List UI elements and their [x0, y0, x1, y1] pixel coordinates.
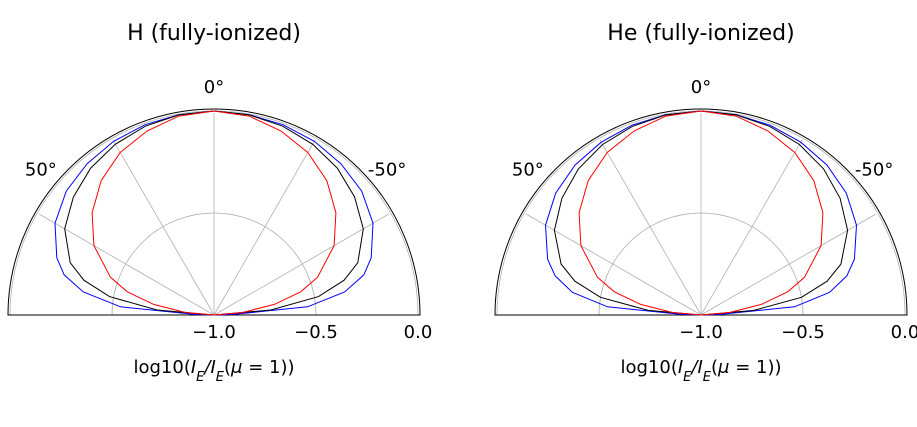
series-line-2 — [91, 110, 337, 316]
axis-label-part: I — [210, 357, 215, 378]
theta-gridline — [525, 213, 702, 316]
theta-gridline — [700, 213, 877, 316]
axis-label-part: / — [689, 357, 699, 378]
axis-label-part: ( — [711, 357, 718, 378]
theta-tick-label: -50° — [855, 160, 893, 181]
axis-label-part: μ — [717, 357, 729, 378]
chart-title: He (fully-ionized) — [607, 21, 794, 46]
axis-label-part: E — [216, 370, 225, 385]
axis-label-part: log10( — [620, 357, 677, 378]
theta-gridline — [112, 139, 215, 316]
axis-label-part: / — [202, 357, 212, 378]
axis-label-part: ( — [224, 357, 231, 378]
r-gridline — [111, 212, 317, 316]
axis-label-part: I — [697, 357, 702, 378]
axis-label-part: E — [703, 370, 712, 385]
axis-label-part: I — [678, 357, 683, 378]
axis-label-part: E — [683, 370, 692, 385]
polar-panel-0: H (fully-ionized) 0° 50° -50° −1.0 −0.5 0.0 log… — [7, 21, 433, 385]
theta-gridline — [38, 213, 215, 316]
r-tick-label: 0.0 — [891, 322, 917, 343]
axis-label-part: μ — [230, 357, 242, 378]
theta-gridline — [599, 139, 702, 316]
theta-tick-label: 0° — [691, 77, 711, 98]
r-gridline — [598, 212, 804, 316]
r-tick-label: 0.0 — [404, 322, 433, 343]
axis-label: log10(IE/IE(μ = 1)) — [133, 357, 294, 385]
theta-tick-label: 50° — [512, 160, 544, 181]
axis-label-part: E — [196, 370, 205, 385]
theta-gridline — [700, 139, 803, 316]
theta-gridline — [213, 213, 390, 316]
series-line-2 — [578, 110, 824, 316]
theta-tick-label: 50° — [25, 160, 57, 181]
r-tick-label: −0.5 — [781, 322, 825, 343]
r-tick-label: −1.0 — [192, 322, 236, 343]
axis-label-part: = 1)) — [242, 357, 294, 378]
axis-label-part: log10( — [133, 357, 190, 378]
r-tick-label: −1.0 — [679, 322, 723, 343]
r-tick-label: −0.5 — [294, 322, 338, 343]
theta-gridline — [213, 139, 316, 316]
axis-label-part: I — [191, 357, 196, 378]
polar-frame — [7, 108, 421, 316]
chart-title: H (fully-ionized) — [127, 21, 301, 46]
polar-panel-1: He (fully-ionized) 0° 50° -50° −1.0 −0.5 0.0 lo… — [494, 21, 917, 385]
theta-tick-label: 0° — [204, 77, 224, 98]
theta-tick-label: -50° — [368, 160, 406, 181]
axis-label: log10(IE/IE(μ = 1)) — [620, 357, 781, 385]
polar-frame — [494, 108, 908, 316]
axis-label-part: = 1)) — [729, 357, 781, 378]
